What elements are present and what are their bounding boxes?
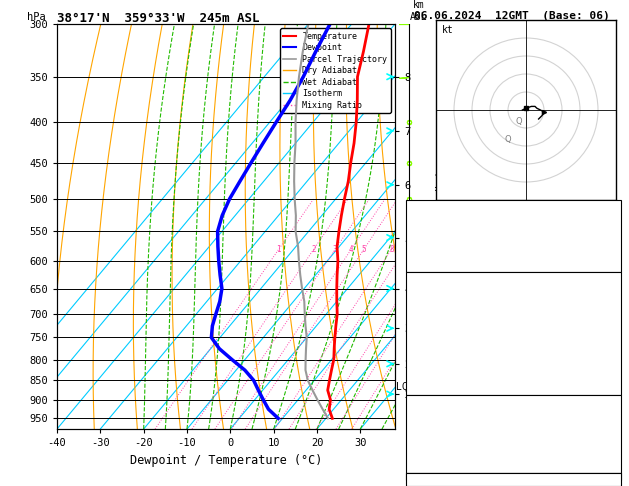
- Text: Pressure (mb): Pressure (mb): [410, 421, 491, 431]
- Text: CIN (J): CIN (J): [410, 389, 454, 399]
- Text: Most Unstable: Most Unstable: [473, 405, 554, 415]
- Text: Surface: Surface: [492, 282, 535, 292]
- Text: hPa: hPa: [26, 12, 45, 22]
- Text: 988: 988: [598, 421, 617, 431]
- Text: 13.7: 13.7: [592, 317, 617, 327]
- Text: 328: 328: [598, 437, 617, 447]
- Text: 2.08: 2.08: [592, 258, 617, 268]
- Text: 5: 5: [362, 245, 366, 254]
- Text: kt: kt: [442, 25, 453, 35]
- Text: θₑ(K): θₑ(K): [410, 335, 442, 345]
- Text: 0: 0: [611, 485, 617, 486]
- Text: Mixing Ratio (g/kg): Mixing Ratio (g/kg): [435, 171, 445, 282]
- Text: Temp (°C): Temp (°C): [410, 299, 466, 309]
- Text: θₑ (K): θₑ (K): [410, 437, 447, 447]
- Text: 06.06.2024  12GMT  (Base: 06): 06.06.2024 12GMT (Base: 06): [414, 11, 610, 21]
- Text: 8: 8: [389, 245, 394, 254]
- Text: 4: 4: [348, 245, 353, 254]
- Text: 41: 41: [604, 235, 617, 245]
- Text: © weatheronline.co.uk: © weatheronline.co.uk: [435, 470, 559, 480]
- Text: 2: 2: [611, 353, 617, 363]
- Text: 1: 1: [276, 245, 281, 254]
- Text: 0: 0: [611, 371, 617, 381]
- Text: Lifted Index: Lifted Index: [410, 353, 485, 363]
- Text: CAPE (J): CAPE (J): [410, 469, 460, 479]
- Text: 38°17'N  359°33'W  245m ASL: 38°17'N 359°33'W 245m ASL: [57, 12, 259, 25]
- Text: Lifted Index: Lifted Index: [410, 453, 485, 463]
- Text: 24.6: 24.6: [592, 299, 617, 309]
- Text: 0: 0: [611, 469, 617, 479]
- Text: LCL: LCL: [396, 382, 414, 392]
- Text: Totals Totals: Totals Totals: [410, 235, 491, 245]
- Text: PW (cm): PW (cm): [410, 258, 454, 268]
- Text: Dewp (°C): Dewp (°C): [410, 317, 466, 327]
- Text: 2: 2: [311, 245, 316, 254]
- Text: 0: 0: [611, 389, 617, 399]
- Text: 3: 3: [333, 245, 337, 254]
- Text: 328: 328: [598, 335, 617, 345]
- Text: Hodograph: Hodograph: [486, 483, 542, 486]
- Text: Q: Q: [504, 136, 511, 144]
- Text: km
ASL: km ASL: [410, 0, 428, 22]
- Text: CAPE (J): CAPE (J): [410, 371, 460, 381]
- Text: CIN (J): CIN (J): [410, 485, 454, 486]
- Text: 13: 13: [604, 212, 617, 222]
- X-axis label: Dewpoint / Temperature (°C): Dewpoint / Temperature (°C): [130, 453, 322, 467]
- Text: Q: Q: [515, 118, 522, 126]
- Legend: Temperature, Dewpoint, Parcel Trajectory, Dry Adiabat, Wet Adiabat, Isotherm, Mi: Temperature, Dewpoint, Parcel Trajectory…: [280, 28, 391, 113]
- Text: 2: 2: [611, 453, 617, 463]
- Text: K: K: [410, 212, 416, 222]
